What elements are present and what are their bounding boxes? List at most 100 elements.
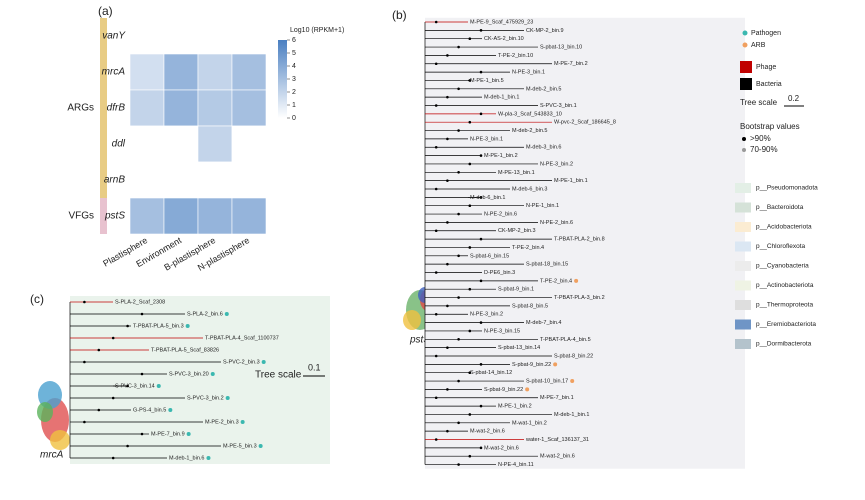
node <box>479 404 483 408</box>
colorbar-tick-label: 1 <box>292 102 296 109</box>
leaf-marker <box>525 387 530 392</box>
leaf-label: M-PE-7_bin.9 <box>151 431 185 437</box>
leaf-label: S-pbat-13_bin.10 <box>540 45 582 51</box>
leaf-label: M-deb-1_bin.1 <box>484 95 519 101</box>
leaf-marker <box>225 396 230 400</box>
group-bar <box>100 54 107 90</box>
heatmap-cell <box>163 197 199 235</box>
heatmap-cell <box>231 17 267 55</box>
colorbar-tick-label: 2 <box>292 89 296 96</box>
heatmap-cell <box>231 53 267 91</box>
node <box>446 95 449 99</box>
heatmap-cell <box>163 89 199 127</box>
leaf-label: M-PE-7_bin.1 <box>540 395 574 401</box>
leaf-label: G-PS-4_bin.5 <box>133 407 166 413</box>
leaf-label: M-deb-7_bin.4 <box>526 320 561 326</box>
colorbar-tick-label: 3 <box>292 76 296 83</box>
leaf-label: M-wat-1_bin.2 <box>512 420 547 426</box>
leaf-marker <box>574 278 579 283</box>
phylum-swatch <box>735 183 751 193</box>
node <box>479 196 483 199</box>
group-label: VFGs <box>68 211 94 222</box>
node <box>479 112 483 116</box>
leaf-label: S-PLA-2_bin.6 <box>187 311 223 317</box>
node <box>479 279 483 283</box>
node <box>479 154 483 157</box>
leaf-label: M-deb-2_bin.5 <box>512 128 547 134</box>
leaf-marker <box>258 444 263 448</box>
group-bar <box>100 18 107 54</box>
node <box>111 336 115 340</box>
phylum-swatch <box>735 319 751 330</box>
leaf-label: T-PE-2_bin.10 <box>498 53 533 59</box>
leaf-label: W-pvc-2_Scaf_186645_8 <box>554 120 616 126</box>
heatmap-cell <box>163 53 199 91</box>
heatmap-cell <box>197 125 233 163</box>
heatmap-cell <box>197 161 233 199</box>
node <box>468 162 472 166</box>
node <box>457 171 460 174</box>
leaf-label: T-PBAT-PLA-4_Scaf_1100737 <box>205 335 279 341</box>
node <box>434 438 438 441</box>
leaf-marker <box>206 456 211 460</box>
node <box>434 271 438 274</box>
leaf-label: N-PE-2_bin.6 <box>484 212 517 218</box>
leaf-label: W-pla-3_Scaf_543833_10 <box>498 111 562 117</box>
node <box>97 348 101 352</box>
legend-swatch <box>740 61 752 73</box>
group-bar <box>100 162 107 198</box>
phylum-swatch <box>735 222 751 232</box>
heatmap-cell <box>163 161 199 199</box>
tree-scale-value: 0.2 <box>788 94 800 103</box>
legend-label: 70-90% <box>750 145 778 154</box>
phylum-label: p__Dormibacterota <box>756 341 812 348</box>
colorbar-tick-label: 4 <box>292 63 296 70</box>
leaf-label: M-PE-9_Scaf_475929_23 <box>470 19 533 25</box>
clade-shading <box>425 17 745 469</box>
leaf-label: CK-AS-2_bin.10 <box>484 36 524 42</box>
heatmap-cell <box>163 17 199 55</box>
node <box>468 37 472 40</box>
leaf-label: S-pbat-9_bin.22 <box>512 362 551 368</box>
leaf-label: M-wat-2_bin.6 <box>484 445 519 451</box>
node <box>126 444 129 448</box>
phylum-swatch <box>735 241 751 252</box>
leaf-label: M-wat-2_bin.6 <box>470 429 505 435</box>
leaf-label: M-PE-13_bin.1 <box>498 170 535 176</box>
leaf-label: N-PE-3_bin.2 <box>540 161 573 167</box>
node <box>468 79 472 82</box>
leaf-marker <box>261 360 266 364</box>
phylum-swatch <box>735 280 751 291</box>
heatmap-cell <box>231 197 267 235</box>
leaf-label: N-PE-2_bin.6 <box>540 220 573 226</box>
leaf-label: M-PE-2_bin.3 <box>205 419 239 425</box>
heatmap-cell <box>197 17 233 55</box>
heatmap-cell <box>129 89 165 127</box>
node <box>446 221 449 224</box>
node <box>446 304 449 308</box>
heatmap-cell <box>197 53 233 91</box>
phylum-label: p__Bacteroidota <box>756 204 804 211</box>
heatmap-cell <box>129 161 165 199</box>
group-bar <box>100 90 107 126</box>
node <box>97 408 101 412</box>
leaf-marker <box>186 432 191 436</box>
tree-scale-label: Tree scale <box>255 370 302 381</box>
leaf-label: CK-MP-2_bin.3 <box>498 228 536 234</box>
leaf-label: M-PE-1_bin.5 <box>470 78 504 84</box>
leaf-label: N-PE-1_bin.1 <box>526 203 559 209</box>
leaf-label: S-pbat-13_bin.14 <box>498 345 540 351</box>
leaf-label: M-PE-7_bin.2 <box>554 61 588 67</box>
leaf-label: M-PE-1_bin.2 <box>484 153 518 159</box>
row-label: dfrB <box>107 103 126 114</box>
group-bar <box>100 126 107 162</box>
leaf-label: N-PE-3_bin.2 <box>470 312 503 318</box>
leaf-label: S-PVC-3_bin.2 <box>187 395 224 401</box>
heatmap-cell <box>197 89 233 127</box>
heatmap-cell <box>129 17 165 55</box>
node <box>468 246 472 249</box>
node <box>457 379 460 383</box>
leaf-label: M-deb-6_bin.3 <box>512 186 547 192</box>
node <box>457 212 460 216</box>
leaf-label: T-PBAT-PLA-4_bin.5 <box>540 337 591 343</box>
